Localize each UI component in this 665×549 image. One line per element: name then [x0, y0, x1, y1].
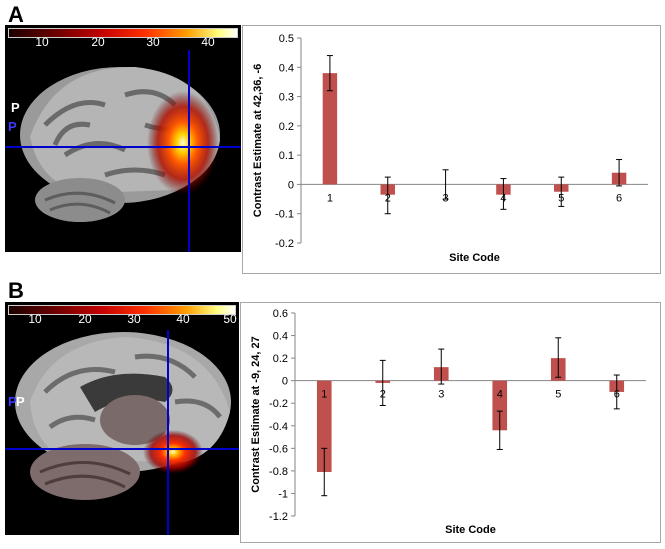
y-tick-label: -0.6	[269, 443, 288, 455]
colorbar-tick: 20	[91, 35, 105, 49]
y-tick-label: 0	[288, 179, 294, 191]
colorbar-tick: 40	[201, 35, 215, 49]
category-label: 5	[558, 192, 564, 204]
y-tick-label: -1.2	[269, 511, 288, 523]
colorbar-tick: 30	[127, 312, 141, 326]
colorbar-b	[8, 305, 236, 315]
y-tick-label: -0.2	[269, 398, 288, 410]
y-tick-label: 0.6	[273, 308, 288, 320]
category-label: 3	[438, 389, 444, 401]
colorbar-tick: 10	[28, 312, 42, 326]
category-label: 6	[614, 389, 620, 401]
bar	[492, 380, 508, 431]
y-tick-label: 0.3	[279, 92, 294, 104]
category-label: 5	[555, 389, 561, 401]
y-axis-title: Contrast Estimate at -9, 24, 27	[250, 336, 262, 493]
chart-b: 0.6 0.4 0.2 0 -0.2 -0.4 -0.6 -0.8 -1 -1.2 1 2 3 4 5 6 Si…	[240, 302, 661, 543]
x-axis-title: Site Code	[449, 252, 500, 264]
colorbar-tick: 50	[223, 312, 237, 326]
orientation-label: P	[11, 100, 20, 115]
category-label: 4	[500, 192, 506, 204]
y-axis-title: Contrast Estimate at 42,36, -6	[252, 64, 264, 217]
panel-letter-a: A	[8, 2, 24, 27]
category-label: 1	[327, 192, 333, 204]
chart-a-svg: 0.5 0.4 0.3 0.2 0.1 0 -0.1 -0.2 1 2 3 4 5 6 Site Code C…	[252, 33, 648, 264]
category-label: 6	[616, 192, 622, 204]
category-label: 1	[321, 389, 327, 401]
colorbar-tick: 40	[176, 312, 190, 326]
y-tick-label: 0.5	[279, 33, 294, 45]
y-tick-label: 0.4	[279, 62, 294, 74]
category-label: 4	[497, 389, 503, 401]
y-tick-label: 0.1	[279, 150, 294, 162]
category-label: 2	[380, 389, 386, 401]
y-tick-label: 0.2	[279, 121, 294, 133]
orientation-label: P	[16, 394, 25, 409]
y-tick-label: 0.4	[273, 331, 288, 343]
category-label: 2	[385, 192, 391, 204]
y-tick-label: -0.1	[275, 209, 294, 221]
x-axis-title: Site Code	[445, 524, 496, 536]
brain-image-b: 10 20 30 40 50 P P	[5, 302, 239, 535]
y-tick-label: -0.4	[269, 421, 288, 433]
category-label: 3	[443, 192, 449, 204]
sagittal-brain-slice-b	[5, 330, 239, 535]
colorbar-a	[8, 28, 238, 38]
bar	[316, 380, 332, 473]
orientation-label: P	[8, 394, 17, 409]
y-tick-label: 0	[282, 376, 288, 388]
y-tick-label: -0.2	[275, 238, 294, 250]
colorbar-tick: 10	[35, 35, 49, 49]
y-tick-label: -1	[278, 488, 288, 500]
orientation-label: P	[8, 119, 17, 134]
y-tick-label: 0.2	[273, 353, 288, 365]
chart-b-svg: 0.6 0.4 0.2 0 -0.2 -0.4 -0.6 -0.8 -1 -1.2 1 2 3 4 5 6 Si…	[250, 308, 646, 536]
colorbar-tick: 30	[146, 35, 160, 49]
y-tick-label: -0.8	[269, 466, 288, 478]
panel-letter-b: B	[8, 278, 24, 303]
sagittal-brain-slice-a	[5, 50, 241, 252]
bar	[322, 73, 338, 185]
chart-a: 0.5 0.4 0.3 0.2 0.1 0 -0.1 -0.2 1 2 3 4 5 6 Site Code C…	[242, 25, 661, 274]
colorbar-tick: 20	[78, 312, 92, 326]
brain-image-a: 10 20 30 40 P P	[5, 25, 241, 252]
